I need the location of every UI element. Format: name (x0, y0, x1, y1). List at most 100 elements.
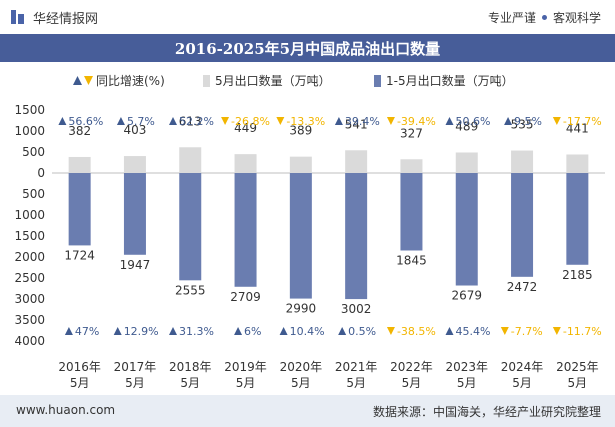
may-growth-down-arrow-icon (221, 117, 230, 125)
may-growth-label: -17.7% (563, 115, 602, 128)
x-tick-label-month: 5月 (512, 376, 532, 390)
may-value-label: 441 (566, 121, 589, 135)
may-value-label: 535 (511, 118, 534, 132)
cumulative-growth-up-arrow-icon (113, 327, 122, 335)
legend-cum-swatch (374, 74, 381, 87)
x-tick-label-year: 2018年 (169, 360, 212, 374)
may-bar (234, 154, 257, 173)
cumulative-bar (511, 173, 534, 277)
cumulative-bar (455, 173, 478, 286)
cumulative-value-label: 1845 (396, 253, 427, 267)
footer: www.huaon.com 数据来源：中国海关，华经产业研究院整理 (0, 395, 615, 427)
cumulative-value-label: 2709 (230, 290, 261, 304)
may-growth-label: 39.4% (345, 115, 380, 128)
cumulative-growth-up-arrow-icon (234, 327, 243, 335)
separator-dot-icon (541, 15, 547, 20)
cumulative-bar (234, 173, 257, 287)
legend-may-swatch (203, 74, 210, 87)
cumulative-growth-label: 31.3% (179, 325, 214, 338)
logo-icon (11, 10, 24, 24)
may-growth-label: -26.8% (231, 115, 270, 128)
may-value-label: 382 (68, 124, 91, 138)
x-tick-label-year: 2020年 (280, 360, 323, 374)
x-tick-label-month: 5月 (402, 376, 422, 390)
cumulative-growth-label: -11.7% (563, 325, 602, 338)
cumulative-bar (179, 173, 202, 281)
x-tick-label-year: 2024年 (501, 360, 544, 374)
cumulative-growth-label: 45.4% (456, 325, 491, 338)
may-growth-label: -13.3% (286, 115, 325, 128)
cumulative-growth-label: 47% (75, 325, 99, 338)
legend-may-label: 5月出口数量（万吨） (215, 74, 331, 88)
y-tick-label: 1000 (14, 124, 45, 138)
y-tick-label: 500 (22, 145, 45, 159)
x-tick-label-year: 2016年 (58, 360, 101, 374)
x-tick-label-year: 2021年 (335, 360, 378, 374)
cumulative-value-label: 2185 (562, 268, 593, 282)
title-bar: 2016-2025年5月中国成品油出口数量 (0, 34, 615, 62)
may-value-label: 541 (345, 117, 368, 131)
x-tick-label-year: 2022年 (390, 360, 433, 374)
brand-name: 华经情报网 (33, 11, 99, 27)
may-value-label: 613 (179, 114, 202, 128)
cumulative-bar (345, 173, 368, 300)
y-tick-label: 2000 (14, 250, 45, 264)
x-tick-label-year: 2019年 (224, 360, 267, 374)
may-growth-up-arrow-icon (504, 117, 513, 125)
cumulative-growth-up-arrow-icon (279, 327, 288, 335)
x-tick-label-month: 5月 (291, 376, 311, 390)
cumulative-bar (68, 173, 91, 246)
data-source: 数据来源：中国海关，华经产业研究院整理 (372, 405, 601, 419)
cumulative-value-label: 3002 (341, 302, 372, 316)
y-tick-label: 3000 (14, 292, 45, 306)
y-tick-label: 4000 (14, 334, 45, 348)
cumulative-value-label: 1947 (120, 258, 151, 272)
y-tick-label: 1000 (14, 208, 45, 222)
may-growth-up-arrow-icon (169, 117, 177, 125)
y-tick-label: 1500 (14, 229, 45, 243)
may-bar (566, 154, 589, 173)
may-bar (455, 152, 478, 173)
may-growth-up-arrow-icon (116, 117, 125, 125)
legend-growth-label: 同比增速(%) (96, 74, 165, 88)
cumulative-growth-up-arrow-icon (169, 327, 177, 335)
may-bar (511, 150, 534, 173)
slogan: 专业严谨 客观科学 (488, 9, 601, 26)
may-bar (289, 156, 312, 173)
legend-growth-icon (73, 76, 93, 85)
cumulative-growth-label: 0.5% (348, 325, 376, 338)
cumulative-growth-label: 10.4% (290, 325, 325, 338)
cumulative-growth-label: -38.5% (397, 325, 436, 338)
y-tick-label: 2500 (14, 271, 45, 285)
cumulative-growth-up-arrow-icon (445, 327, 454, 335)
y-tick-label: 1500 (14, 103, 45, 117)
cumulative-value-label: 2990 (286, 302, 317, 316)
bar-chart: 1500 1000 500 0 500 1000 1500 2000 2500 3000 3500 4… (14, 103, 605, 390)
may-value-label: 327 (400, 126, 423, 140)
may-bar (68, 156, 91, 173)
may-bar (123, 156, 146, 173)
x-tick-label-year: 2017年 (114, 360, 157, 374)
chart-title: 2016-2025年5月中国成品油出口数量 (174, 39, 441, 58)
may-growth-up-arrow-icon (58, 117, 67, 125)
website-link[interactable]: www.huaon.com (16, 403, 116, 417)
cumulative-value-label: 2472 (507, 280, 538, 294)
may-growth-label: 5.7% (127, 115, 155, 128)
y-tick-label: 3500 (14, 313, 45, 327)
may-bar (400, 159, 423, 173)
x-tick-label-month: 5月 (180, 376, 200, 390)
may-growth-down-arrow-icon (552, 117, 561, 125)
may-growth-down-arrow-icon (386, 117, 395, 125)
may-growth-label: -39.4% (397, 115, 436, 128)
legend-cumulative: 1-5月出口数量（万吨） (374, 72, 514, 89)
may-bar (345, 150, 368, 173)
x-tick-label-month: 5月 (346, 376, 366, 390)
cumulative-value-label: 2555 (175, 283, 206, 297)
cumulative-growth-down-arrow-icon (552, 327, 561, 335)
cumulative-growth-up-arrow-icon (64, 327, 73, 335)
cumulative-growth-label: -7.7% (511, 325, 543, 338)
may-value-label: 449 (234, 121, 257, 135)
may-growth-up-arrow-icon (334, 117, 343, 125)
legend-cum-label: 1-5月出口数量（万吨） (386, 74, 514, 88)
